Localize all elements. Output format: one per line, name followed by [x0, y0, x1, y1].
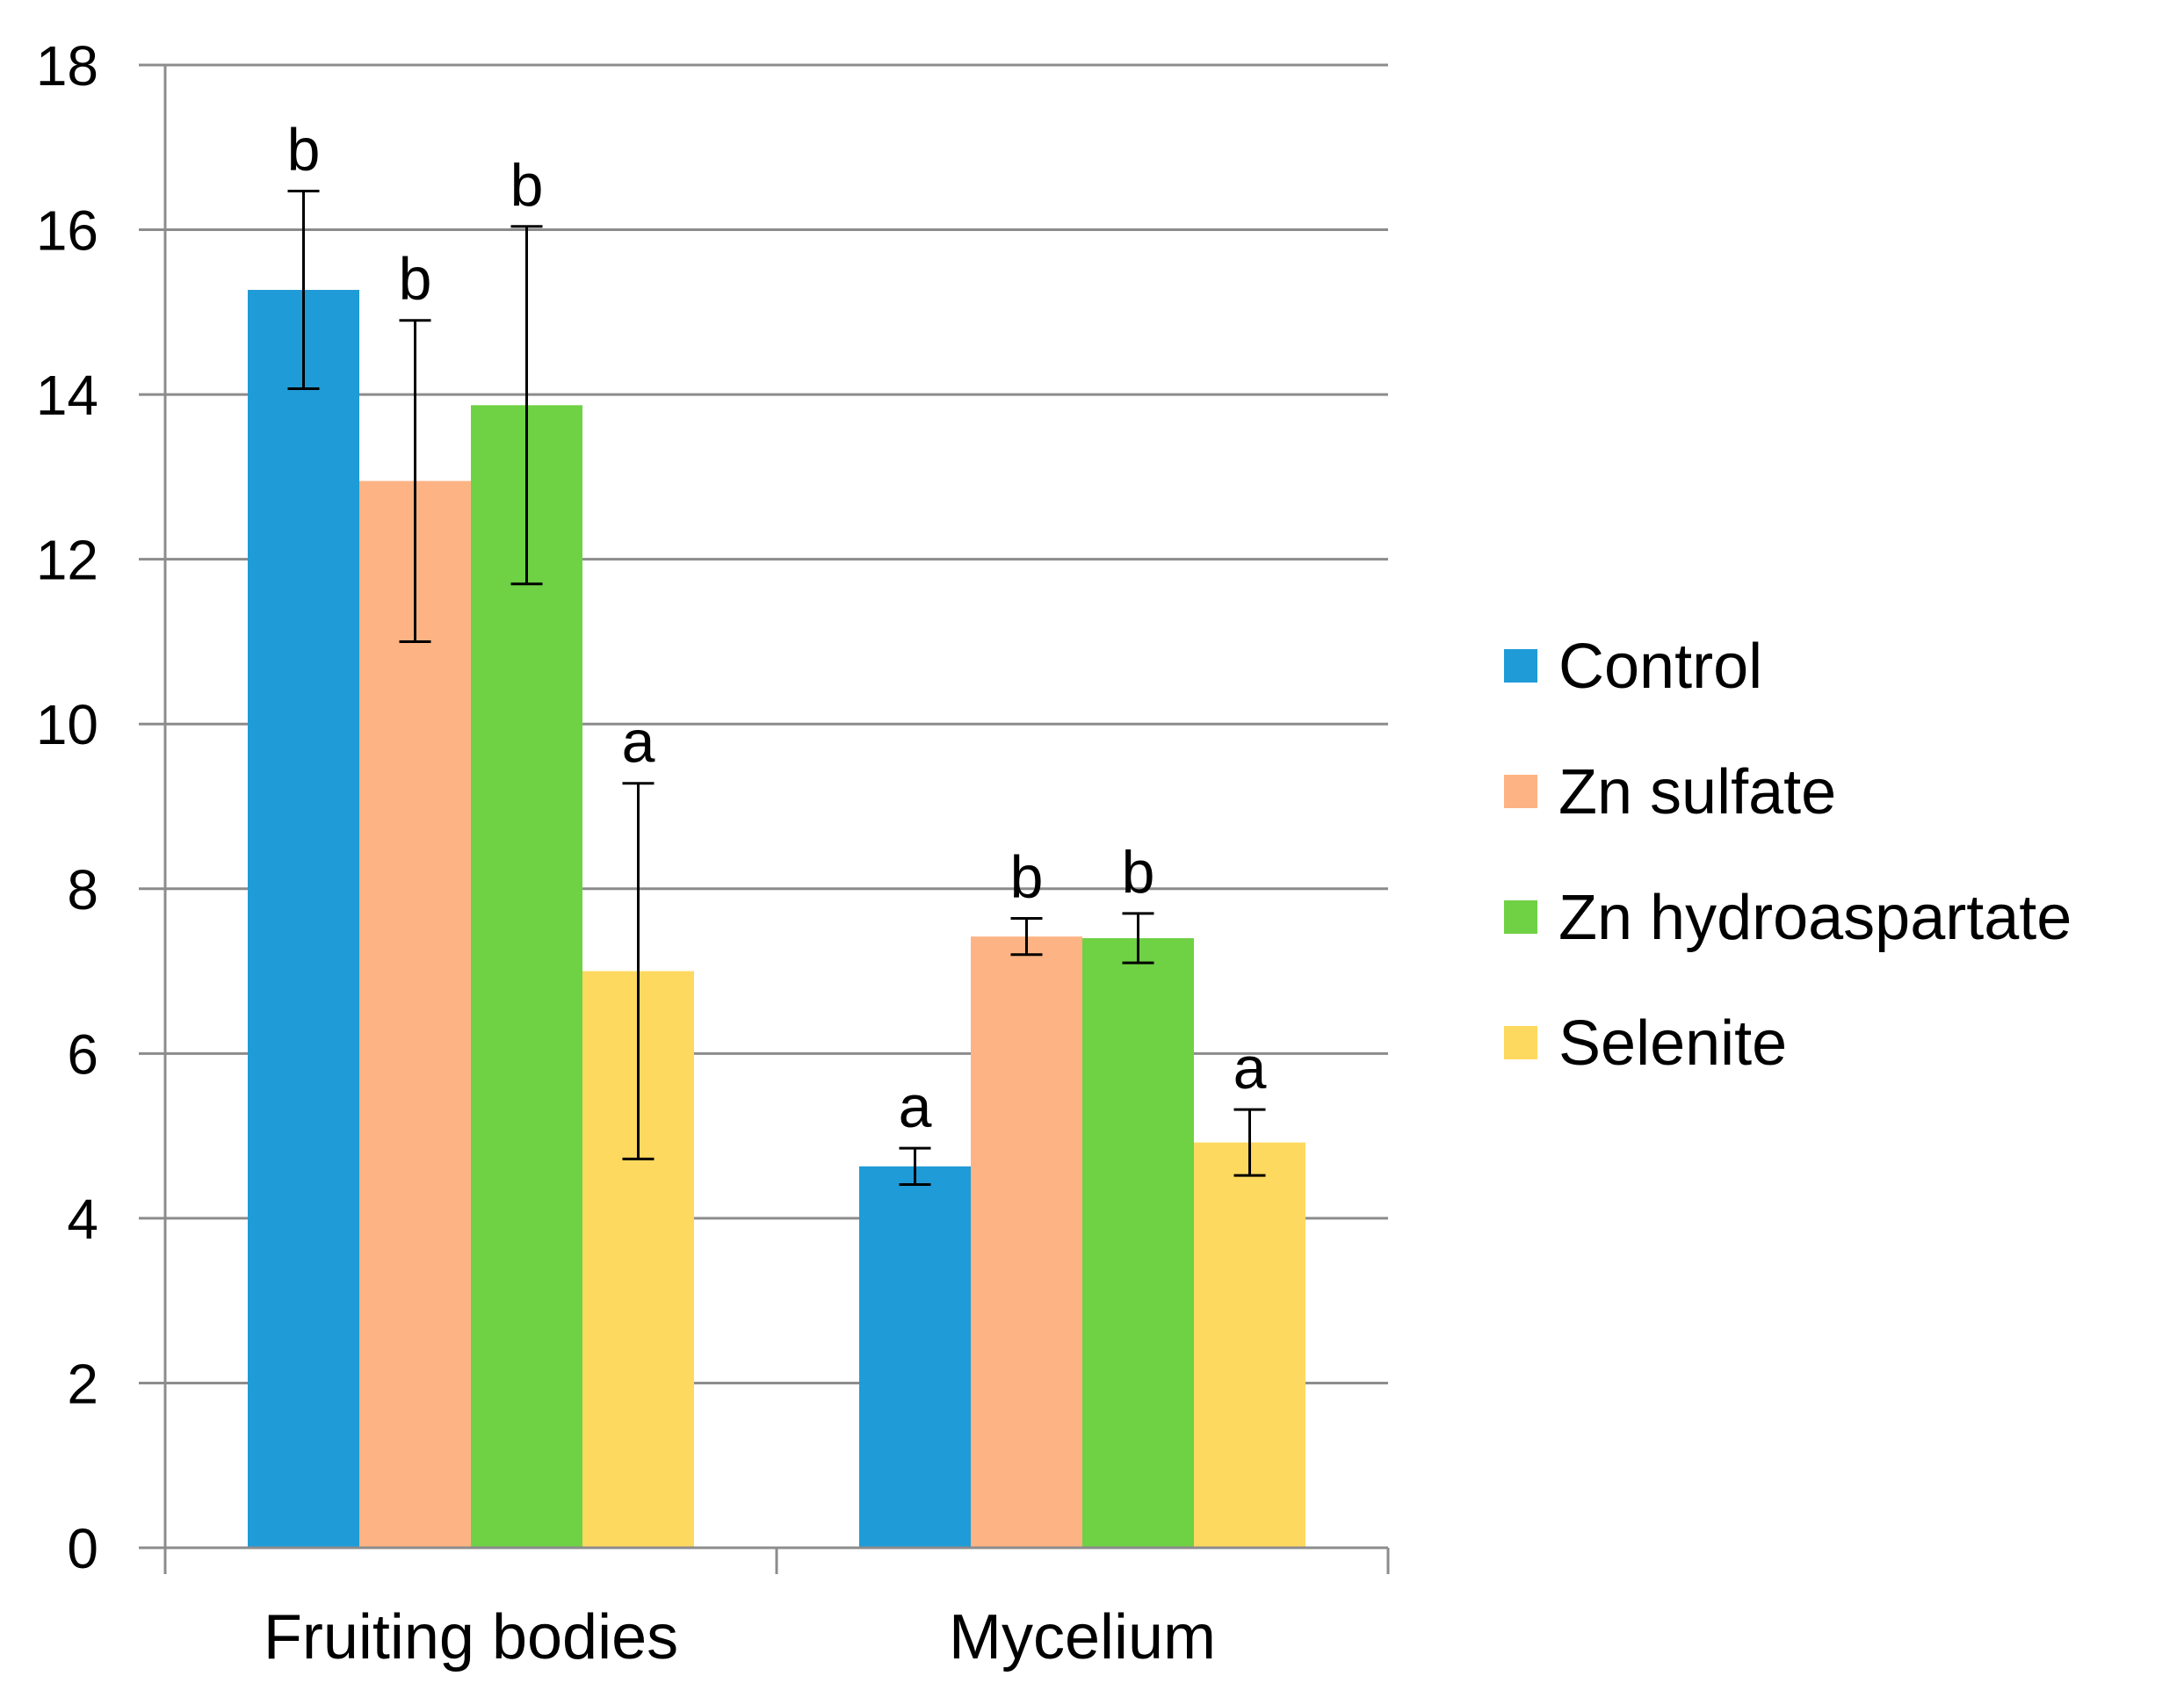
legend-swatch [1504, 775, 1537, 808]
category-label: Mycelium [949, 1602, 1216, 1672]
y-tick-label: 6 [67, 1022, 98, 1086]
axes [139, 63, 1390, 1574]
labels: 0 2 4 6 8 10 12 14 16 18 Fruiting bodies b b b a Myceli… [36, 34, 1267, 1672]
y-tick-label: 18 [36, 34, 98, 98]
legend: Control Zn sulfate Zn hydroaspartate Seleni… [1504, 632, 2072, 1079]
bars [248, 290, 1305, 1549]
bar [1082, 938, 1194, 1548]
significance-label: b [510, 152, 544, 219]
y-tick-label: 10 [36, 693, 98, 756]
bar [248, 290, 359, 1549]
legend-label: Zn sulfate [1558, 757, 1836, 827]
bar [359, 480, 471, 1548]
bar [471, 405, 582, 1548]
legend-swatch [1504, 1026, 1537, 1059]
bar [971, 936, 1082, 1548]
y-tick-label: 4 [67, 1188, 98, 1251]
y-tick-label: 8 [67, 858, 98, 921]
y-tick-label: 2 [67, 1352, 98, 1415]
y-tick-label: 12 [36, 529, 98, 592]
significance-label: a [899, 1073, 932, 1140]
significance-label: b [1010, 844, 1044, 911]
y-tick-label: 16 [36, 199, 98, 263]
error-bars [287, 189, 1266, 1186]
legend-label: Zn hydroaspartate [1558, 883, 2072, 953]
y-tick-label: 14 [36, 364, 98, 427]
significance-label: b [399, 246, 432, 313]
legend-label: Selenite [1558, 1008, 1787, 1079]
category-label: Fruiting bodies [264, 1602, 678, 1672]
significance-label: a [1233, 1035, 1267, 1102]
y-tick-label: 0 [67, 1517, 98, 1580]
bar [1194, 1142, 1305, 1548]
bar [859, 1166, 971, 1548]
significance-label: b [287, 116, 321, 183]
significance-label: a [622, 709, 655, 776]
legend-swatch [1504, 649, 1537, 683]
significance-label: b [1122, 839, 1155, 906]
legend-label: Control [1558, 632, 1762, 702]
legend-swatch [1504, 900, 1537, 934]
